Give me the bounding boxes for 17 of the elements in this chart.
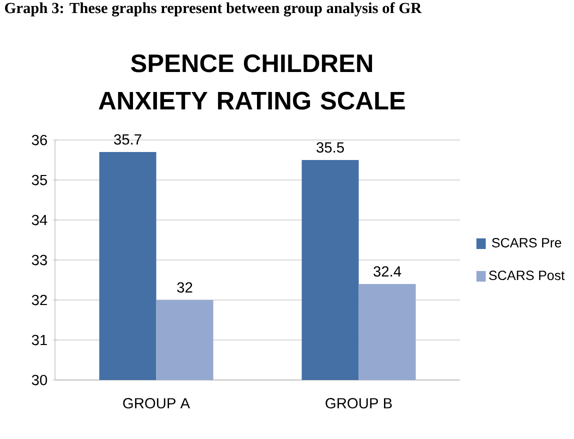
data-label: 32.4 <box>374 266 402 277</box>
y-tick-label: 36 <box>32 134 47 146</box>
y-tick-label: 34 <box>32 214 48 226</box>
data-label: 35.7 <box>114 134 142 145</box>
legend-label: SCARS Pre <box>492 238 562 248</box>
data-label: 32 <box>177 282 192 293</box>
y-tick-label: 35 <box>32 174 47 186</box>
y-tick-label: 31 <box>32 334 47 346</box>
data-label: 35.5 <box>316 142 344 153</box>
x-tick-label: GROUP A <box>123 398 190 408</box>
caption: Graph 3: These graphs represent between group analysis of GR <box>5 2 422 16</box>
x-tick-label: GROUP B <box>326 398 392 408</box>
y-tick-label: 33 <box>32 254 47 266</box>
y-tick-label: 32 <box>32 294 47 306</box>
y-tick-label: 30 <box>32 374 48 386</box>
chart-title: SPENCE CHILDREN ANXIETY RATING SCALE <box>98 54 405 110</box>
legend-label: SCARS Post <box>489 270 565 280</box>
